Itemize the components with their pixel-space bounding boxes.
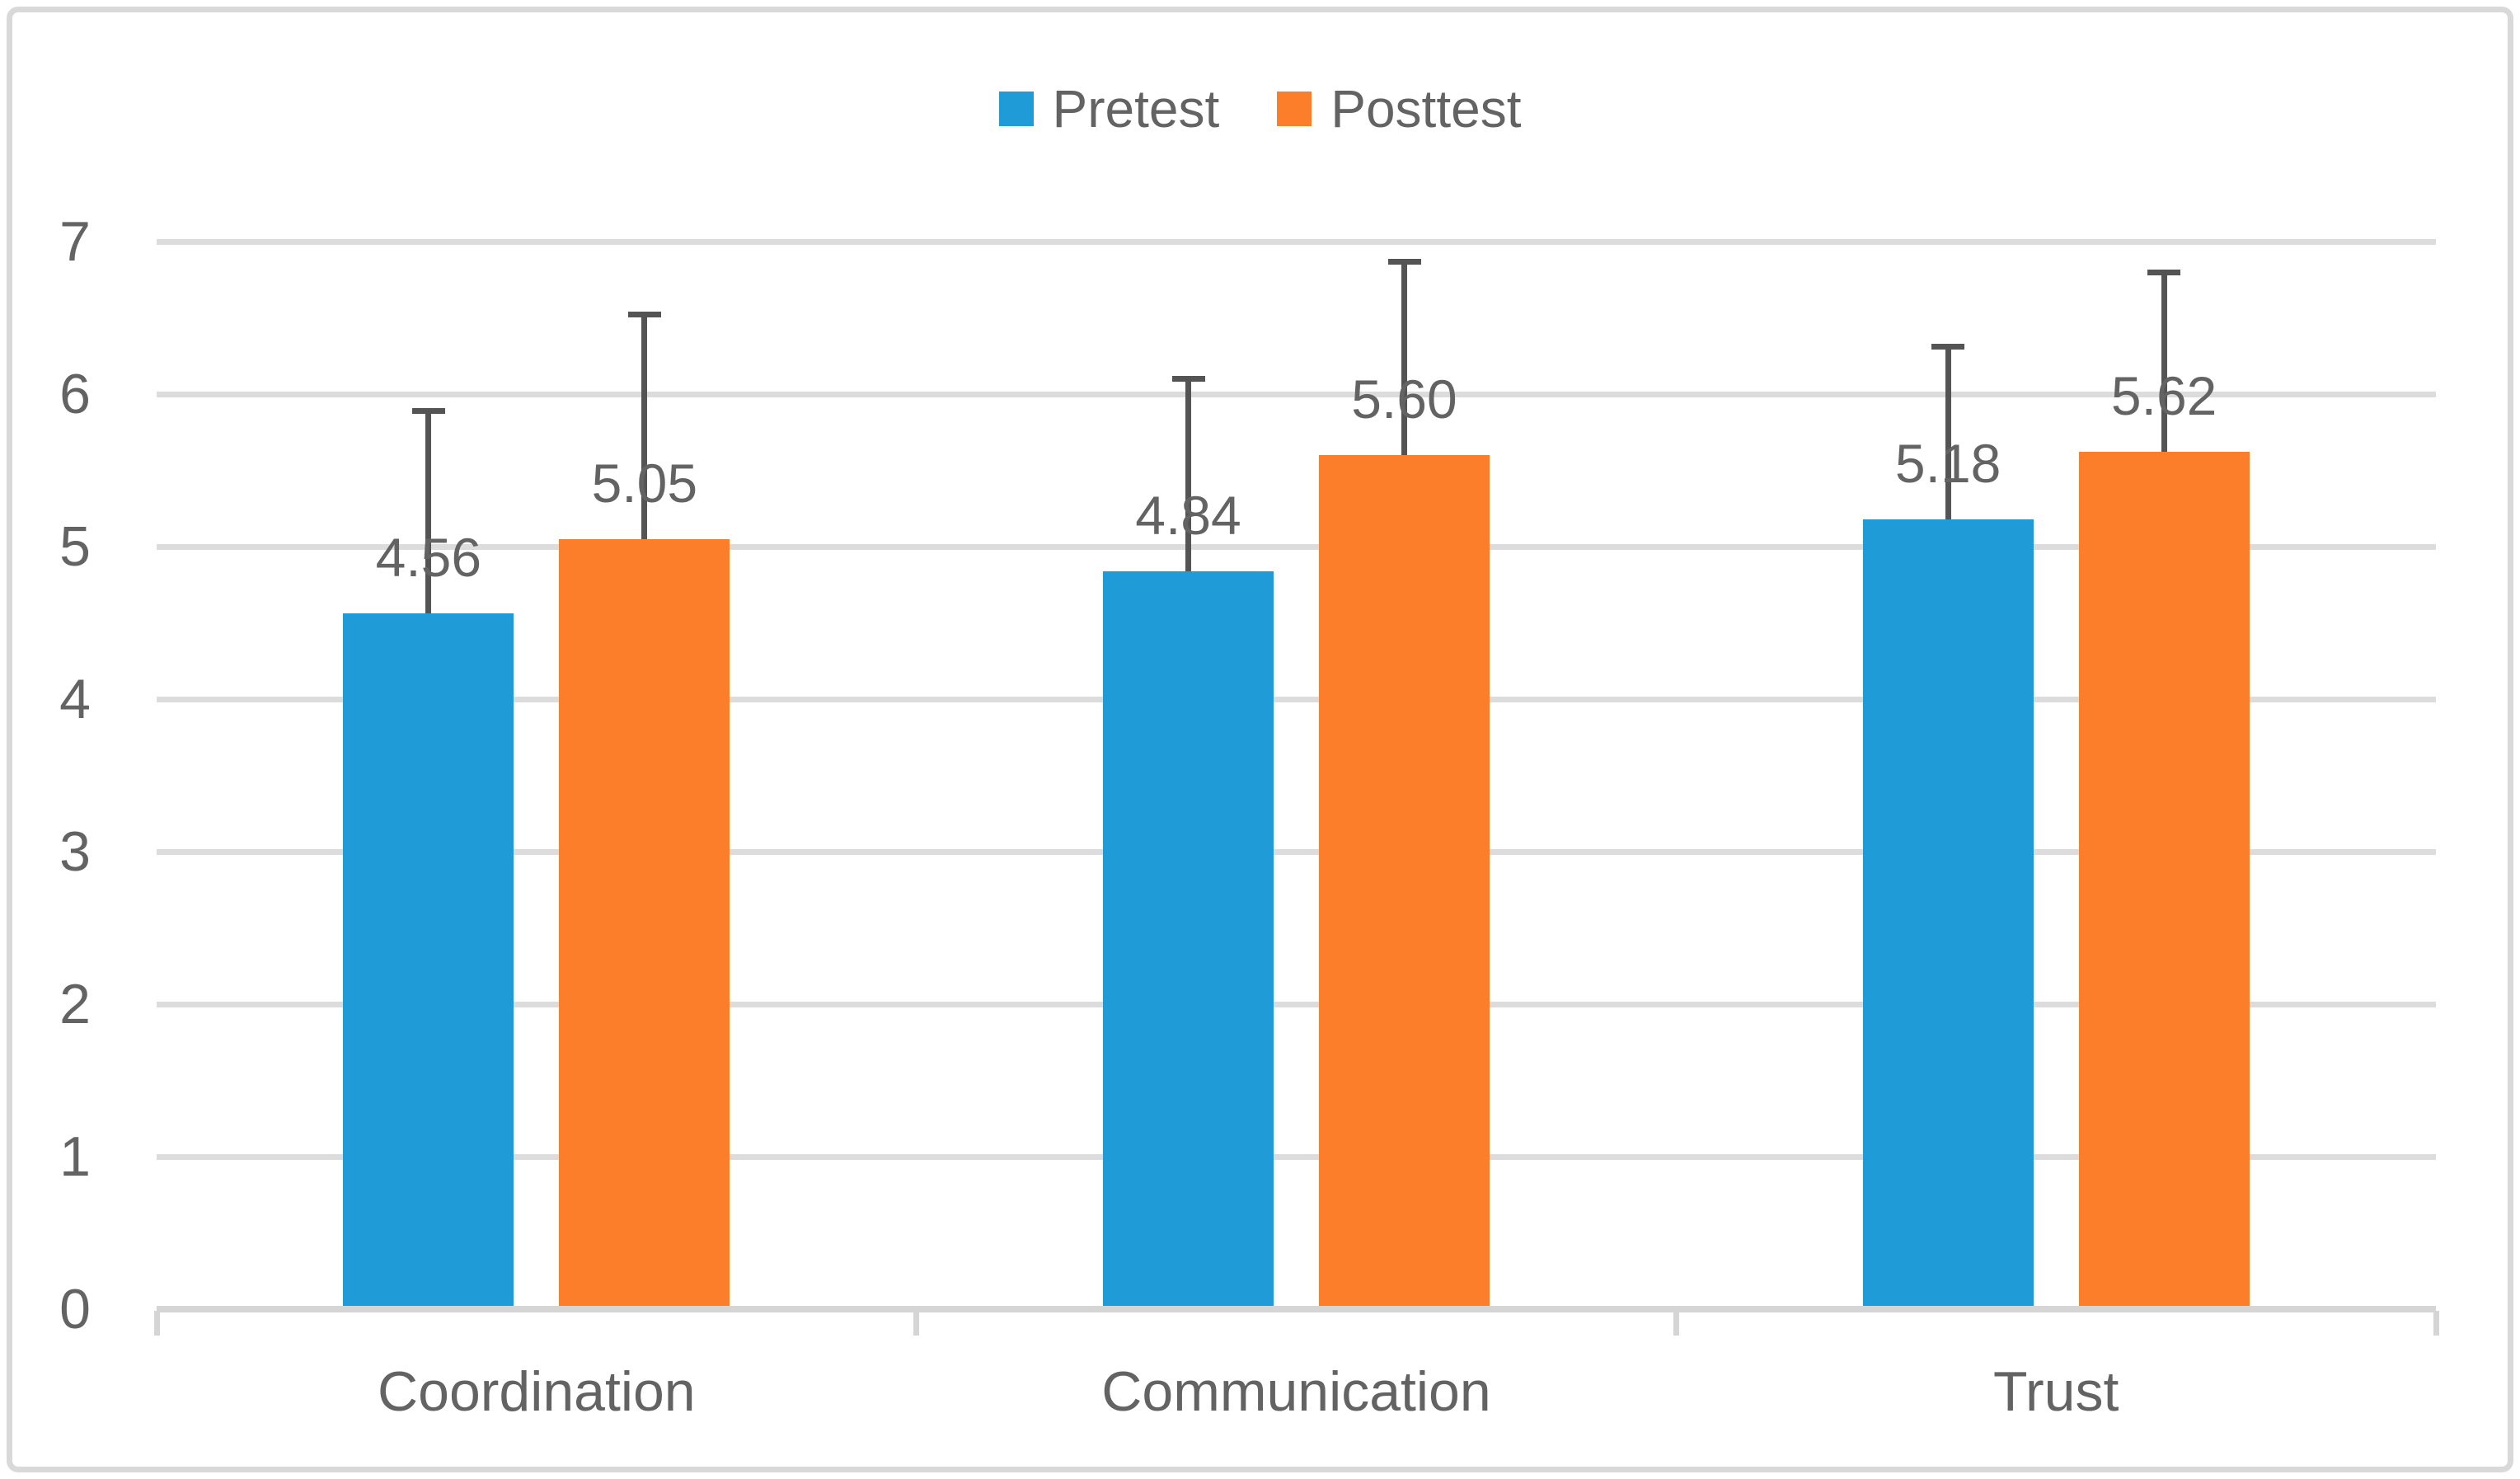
x-axis-tick-1 xyxy=(913,1311,920,1336)
y-axis-tick-label-6: 6 xyxy=(59,363,91,425)
legend-item-posttest: Posttest xyxy=(1277,73,1521,145)
chart-legend: Pretest Posttest xyxy=(0,73,2520,145)
data-label-pretest-coordination: 4.56 xyxy=(375,527,482,589)
error-bar-pretest-coordination xyxy=(425,411,432,614)
category-label-coordination: Coordination xyxy=(378,1360,696,1423)
y-axis-tick-label-5: 5 xyxy=(59,515,91,578)
error-bar-cap-pretest-communication xyxy=(1171,376,1205,382)
y-axis-tick-label-7: 7 xyxy=(59,210,91,273)
error-bar-cap-pretest-coordination xyxy=(411,407,445,414)
error-bar-cap-posttest-trust xyxy=(2147,269,2181,275)
gridline-1 xyxy=(157,1153,2436,1160)
data-label-pretest-communication: 4.84 xyxy=(1135,484,1241,546)
x-axis-tick-0 xyxy=(153,1311,160,1336)
error-bar-cap-posttest-coordination xyxy=(627,312,661,318)
data-label-posttest-trust: 5.62 xyxy=(2110,365,2217,427)
error-bar-pretest-trust xyxy=(1945,346,1951,519)
error-bar-posttest-communication xyxy=(1401,261,1407,455)
bar-posttest-communication xyxy=(1319,455,1490,1306)
gridline-4 xyxy=(157,696,2436,702)
bar-posttest-trust xyxy=(2078,452,2250,1306)
legend-swatch-pretest xyxy=(998,92,1034,126)
y-axis-tick-label-2: 2 xyxy=(59,973,91,1035)
data-label-posttest-coordination: 5.05 xyxy=(591,452,698,514)
error-bar-cap-pretest-trust xyxy=(1931,344,1965,350)
bar-posttest-coordination xyxy=(559,538,730,1306)
x-axis-line xyxy=(157,1306,2436,1312)
error-bar-posttest-trust xyxy=(2161,272,2167,453)
bar-pretest-coordination xyxy=(343,613,514,1306)
y-axis-tick-label-4: 4 xyxy=(59,668,91,730)
gridline-7 xyxy=(157,238,2436,245)
gridline-2 xyxy=(157,1001,2436,1007)
x-axis-tick-2 xyxy=(1673,1311,1679,1336)
y-axis-tick-label-0: 0 xyxy=(59,1278,91,1340)
y-axis-tick-label-3: 3 xyxy=(59,820,91,883)
legend-label-posttest: Posttest xyxy=(1330,79,1522,139)
x-axis-tick-3 xyxy=(2433,1311,2439,1336)
data-label-posttest-communication: 5.60 xyxy=(1351,369,1457,430)
bar-pretest-trust xyxy=(1862,519,2034,1306)
gridline-6 xyxy=(157,391,2436,397)
gridline-3 xyxy=(157,848,2436,855)
category-label-trust: Trust xyxy=(1992,1360,2119,1423)
data-label-pretest-trust: 5.18 xyxy=(1894,432,2001,494)
bar-pretest-communication xyxy=(1103,570,1274,1306)
category-label-communication: Communication xyxy=(1101,1360,1491,1423)
y-axis-tick-label-1: 1 xyxy=(59,1125,91,1188)
legend-label-pretest: Pretest xyxy=(1052,79,1220,139)
error-bar-posttest-coordination xyxy=(641,314,648,539)
legend-item-pretest: Pretest xyxy=(998,73,1220,145)
legend-swatch-posttest xyxy=(1277,92,1312,126)
error-bar-pretest-communication xyxy=(1185,378,1191,571)
error-bar-cap-posttest-communication xyxy=(1387,258,1421,265)
gridline-5 xyxy=(157,543,2436,550)
